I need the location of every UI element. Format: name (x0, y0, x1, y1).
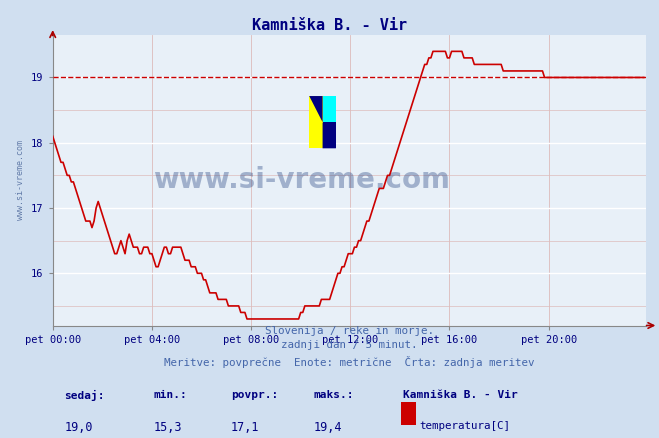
Text: Kamniška B. - Vir: Kamniška B. - Vir (252, 18, 407, 32)
Text: temperatura[C]: temperatura[C] (419, 421, 510, 431)
Bar (322, 96, 336, 122)
Text: Kamniška B. - Vir: Kamniška B. - Vir (403, 390, 517, 400)
Text: 17,1: 17,1 (231, 421, 259, 434)
Text: 15,3: 15,3 (154, 421, 182, 434)
Text: 19,0: 19,0 (65, 421, 93, 434)
Text: maks.:: maks.: (314, 390, 354, 400)
Bar (322, 122, 336, 148)
Bar (401, 402, 416, 425)
Text: Slovenija / reke in morje.
zadnji dan / 5 minut.
Meritve: povprečne  Enote: metr: Slovenija / reke in morje. zadnji dan / … (164, 325, 534, 368)
Bar (309, 96, 323, 148)
Text: www.si-vreme.com: www.si-vreme.com (16, 140, 24, 220)
Text: min.:: min.: (154, 390, 187, 400)
Text: povpr.:: povpr.: (231, 390, 278, 400)
Text: sedaj:: sedaj: (65, 390, 105, 401)
Text: 19,4: 19,4 (314, 421, 342, 434)
Polygon shape (309, 96, 336, 148)
Text: www.si-vreme.com: www.si-vreme.com (154, 166, 450, 194)
